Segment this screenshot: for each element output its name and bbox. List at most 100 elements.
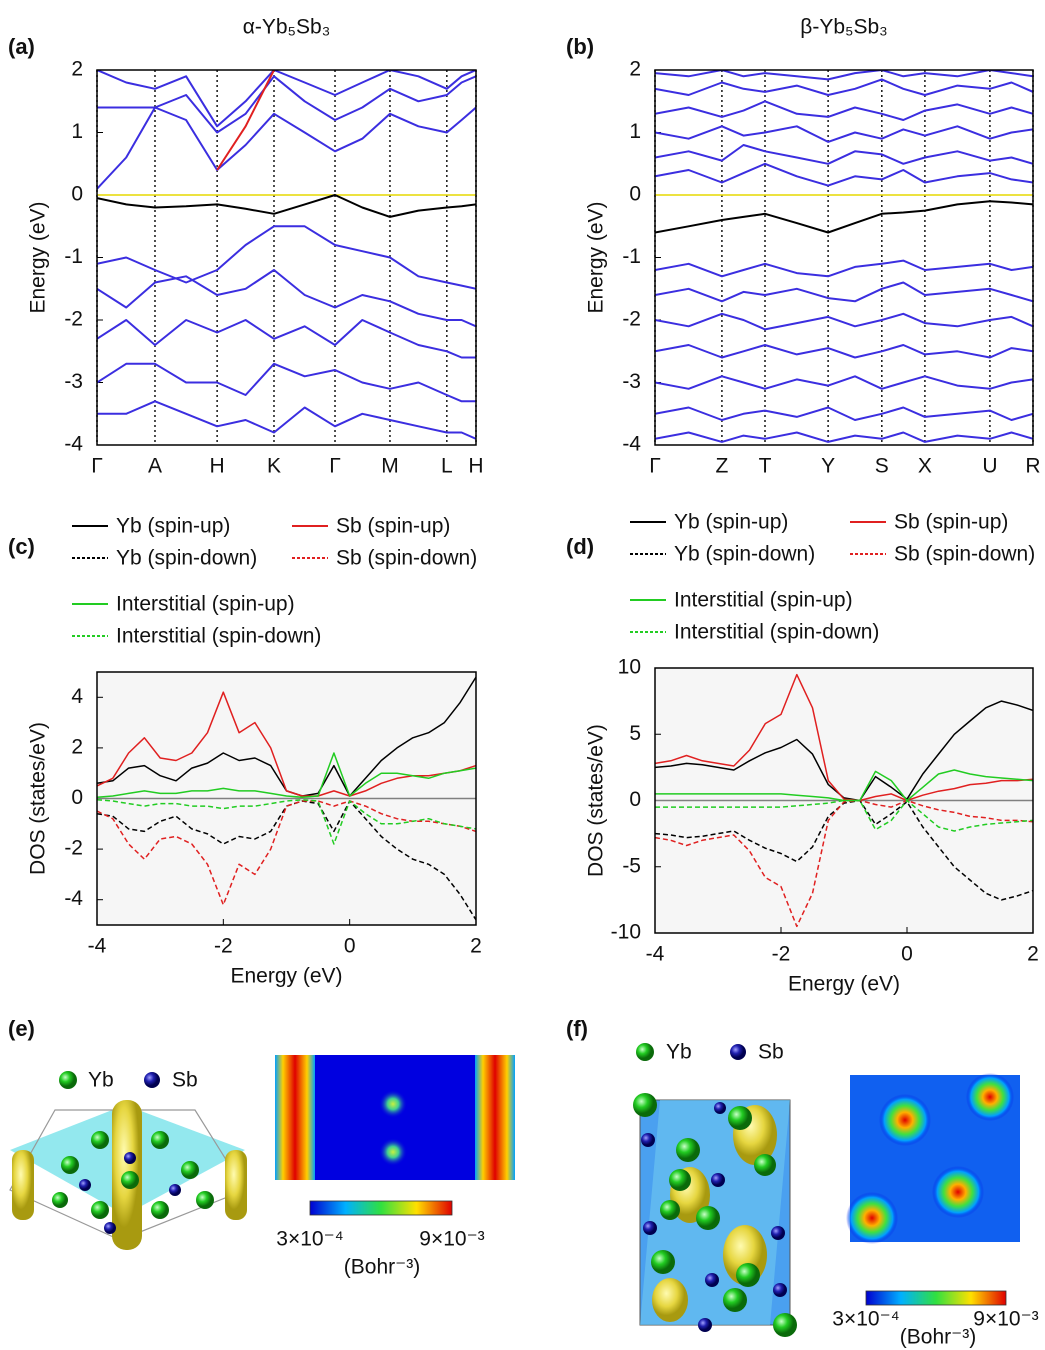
decoration (846, 1192, 898, 1244)
y-axis-label: Energy (eV) (27, 201, 50, 313)
decoration (61, 1156, 79, 1174)
series-line (97, 269, 476, 328)
y-tick-label: -3 (64, 370, 83, 393)
y-axis-label: Energy (eV) (585, 201, 608, 313)
chart-title: β-Yb₅Sb₃ (800, 16, 887, 39)
panel-label: (d) (566, 534, 594, 559)
y-tick-label: 0 (629, 788, 641, 811)
y-tick-label: 0 (71, 183, 83, 206)
decoration (773, 1313, 797, 1337)
decoration (379, 1090, 407, 1118)
legend-label: Sb (758, 1041, 784, 1064)
x-tick-label: -4 (88, 935, 107, 958)
y-tick-label: -4 (64, 887, 83, 910)
decoration (379, 1138, 407, 1166)
series-line (655, 78, 1033, 96)
colorbar-max: 9×10⁻³ (419, 1228, 484, 1251)
y-axis-label: DOS (states/eV) (585, 724, 608, 877)
series-line (655, 281, 1033, 303)
decoration (669, 1169, 691, 1191)
legend-label: Yb (666, 1041, 692, 1064)
decoration (633, 1093, 797, 1337)
decoration (698, 1318, 712, 1332)
decoration (651, 1250, 675, 1274)
y-tick-label: 2 (629, 58, 641, 81)
legend-label: Interstitial (spin-up) (674, 589, 853, 612)
series-line (655, 673, 1033, 802)
x-tick-label: -2 (214, 935, 233, 958)
series-line (97, 800, 476, 921)
decoration (124, 1152, 136, 1164)
series-line (97, 70, 476, 128)
legend-label: Sb (spin-up) (336, 515, 450, 538)
x-tick-label: 2 (1027, 943, 1039, 966)
panel-label: (c) (8, 534, 35, 559)
series-line (97, 319, 476, 359)
x-tick-label: 0 (901, 943, 913, 966)
decoration (714, 1102, 726, 1114)
decoration (641, 1133, 655, 1147)
y-tick-label: 0 (629, 183, 641, 206)
decoration (736, 1263, 760, 1287)
decoration (121, 1171, 139, 1189)
series-line (655, 100, 1033, 121)
series-line (655, 144, 1033, 165)
structure-f: Yb Sb 3×10⁻⁴ 9×10⁻³ (Bohr⁻³) (633, 1041, 1039, 1349)
legend-label: Yb (spin-up) (116, 515, 230, 538)
panel-label: (a) (8, 34, 35, 59)
panel-label: (f) (566, 1016, 588, 1041)
plot-frame (96, 69, 477, 446)
decoration (275, 1055, 315, 1180)
series-line (655, 162, 1033, 187)
y-tick-label: 2 (71, 58, 83, 81)
decoration (181, 1161, 199, 1179)
x-tick-label: L (441, 455, 453, 478)
decoration (652, 1278, 688, 1322)
decoration (754, 1154, 776, 1176)
x-tick-label: Z (715, 455, 728, 478)
decoration (144, 1072, 160, 1088)
x-tick-label: -4 (646, 943, 665, 966)
decoration (730, 1044, 746, 1060)
x-tick-label: Γ (649, 455, 661, 478)
plot-frame (96, 671, 477, 926)
y-tick-label: -1 (64, 245, 83, 268)
decoration (696, 1206, 720, 1230)
decoration (309, 1200, 453, 1216)
decoration (705, 1273, 719, 1287)
x-tick-label: S (875, 455, 889, 478)
plot-frame (654, 69, 1034, 446)
decoration (225, 1150, 247, 1220)
y-tick-label: 10 (618, 656, 641, 679)
y-tick-label: 1 (629, 120, 641, 143)
y-tick-label: -3 (622, 370, 641, 393)
y-tick-label: -1 (622, 245, 641, 268)
legend-label: Yb (spin-down) (116, 547, 257, 570)
series-line (655, 799, 1033, 832)
y-tick-label: 4 (71, 685, 83, 708)
decoration (52, 1131, 214, 1219)
decoration (79, 1179, 91, 1191)
x-tick-label: K (267, 455, 281, 478)
decoration (12, 1150, 34, 1220)
series-line (655, 312, 1033, 331)
series-line (97, 400, 476, 440)
legend-label: Yb (spin-up) (674, 511, 788, 534)
x-tick-label: -2 (772, 943, 791, 966)
decoration (643, 1221, 657, 1235)
decoration (676, 1138, 700, 1162)
x-axis-label: Energy (eV) (788, 973, 900, 996)
series-line (97, 194, 476, 218)
x-tick-label: A (148, 455, 162, 478)
legend-label: Sb (spin-down) (894, 543, 1035, 566)
decoration (475, 1055, 515, 1180)
plot-frame (654, 667, 1034, 934)
legend-label: Interstitial (spin-up) (116, 593, 295, 616)
x-tick-label: X (918, 455, 932, 478)
x-tick-label: M (381, 455, 399, 478)
y-tick-label: -5 (622, 854, 641, 877)
colorbar-unit: (Bohr⁻³) (900, 1326, 976, 1349)
legend-label: Interstitial (spin-down) (674, 621, 879, 644)
